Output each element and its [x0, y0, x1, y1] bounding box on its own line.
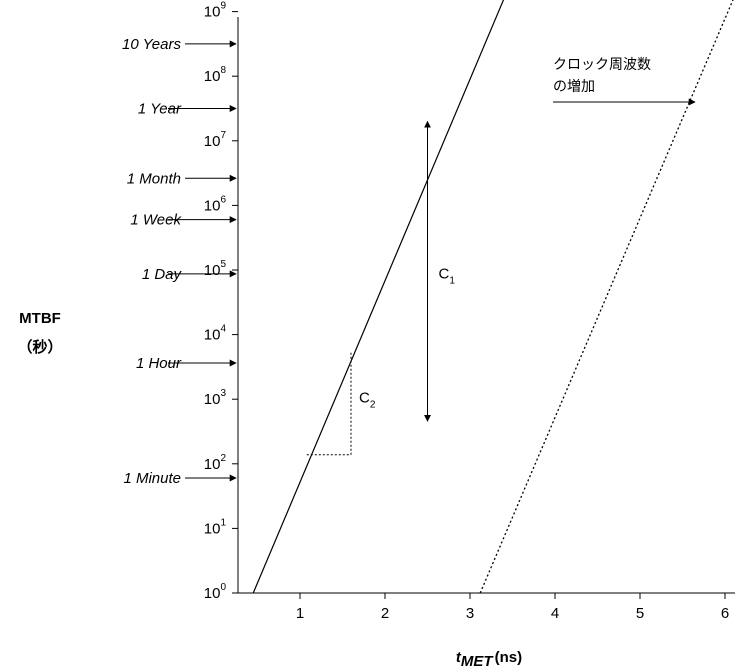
time-markers: 10 Years 1 Year 1 Month 1 Week 1 Day 1 Hour 1 … [122, 36, 237, 487]
y-tick-label: 106 [204, 194, 227, 214]
time-marker-label: 10 Years [122, 36, 181, 53]
x-tick-label: 5 [636, 605, 644, 622]
series [252, 0, 734, 594]
x-axis-label-subscript: MET [461, 653, 495, 670]
y-tick-label: 103 [204, 388, 227, 408]
time-marker-label: 1 Year [138, 101, 182, 118]
c2-label: C2 [359, 389, 376, 410]
x-tick-label: 3 [466, 605, 474, 622]
y-tick-label: 100 [204, 582, 227, 602]
y-ticks: 100 101 102 103 104 105 106 107 108 109 [204, 1, 238, 602]
x-axis-label-unit: (ns) [495, 649, 523, 666]
shifted-mtbf-line [479, 0, 734, 594]
y-tick-label: 108 [204, 65, 227, 85]
annotations: C1 C2 [306, 98, 696, 456]
time-marker-label: 1 Month [127, 170, 181, 187]
y-tick-label: 101 [204, 517, 227, 537]
y-axis-label-line1: MTBF [19, 310, 61, 327]
y-tick-label: 109 [204, 1, 227, 21]
y-tick-label: 102 [204, 453, 227, 473]
y-tick-label: 104 [204, 324, 227, 344]
time-marker-label: 1 Hour [136, 355, 182, 372]
clock-annotation-line1: クロック周波数 [553, 57, 651, 73]
mtbf-line [252, 0, 505, 594]
x-axis-label: tMET (ns) [456, 649, 522, 670]
axes [237, 17, 735, 594]
x-ticks: 1 2 3 4 5 6 [296, 593, 729, 622]
time-marker-label: 1 Minute [123, 470, 181, 487]
y-tick-label: 105 [204, 259, 227, 279]
x-axis-label-symbol: t [456, 649, 462, 666]
c1-label: C1 [439, 265, 456, 286]
x-tick-label: 2 [381, 605, 389, 622]
y-axis-label-line2: （秒） [17, 338, 62, 356]
x-tick-label: 4 [551, 605, 559, 622]
x-tick-label: 6 [721, 605, 729, 622]
y-tick-label: 107 [204, 130, 227, 150]
time-marker-label: 1 Week [130, 212, 182, 229]
time-marker-label: 1 Day [142, 266, 183, 283]
clock-annotation-line2: の増加 [553, 79, 595, 95]
x-tick-label: 1 [296, 605, 304, 622]
